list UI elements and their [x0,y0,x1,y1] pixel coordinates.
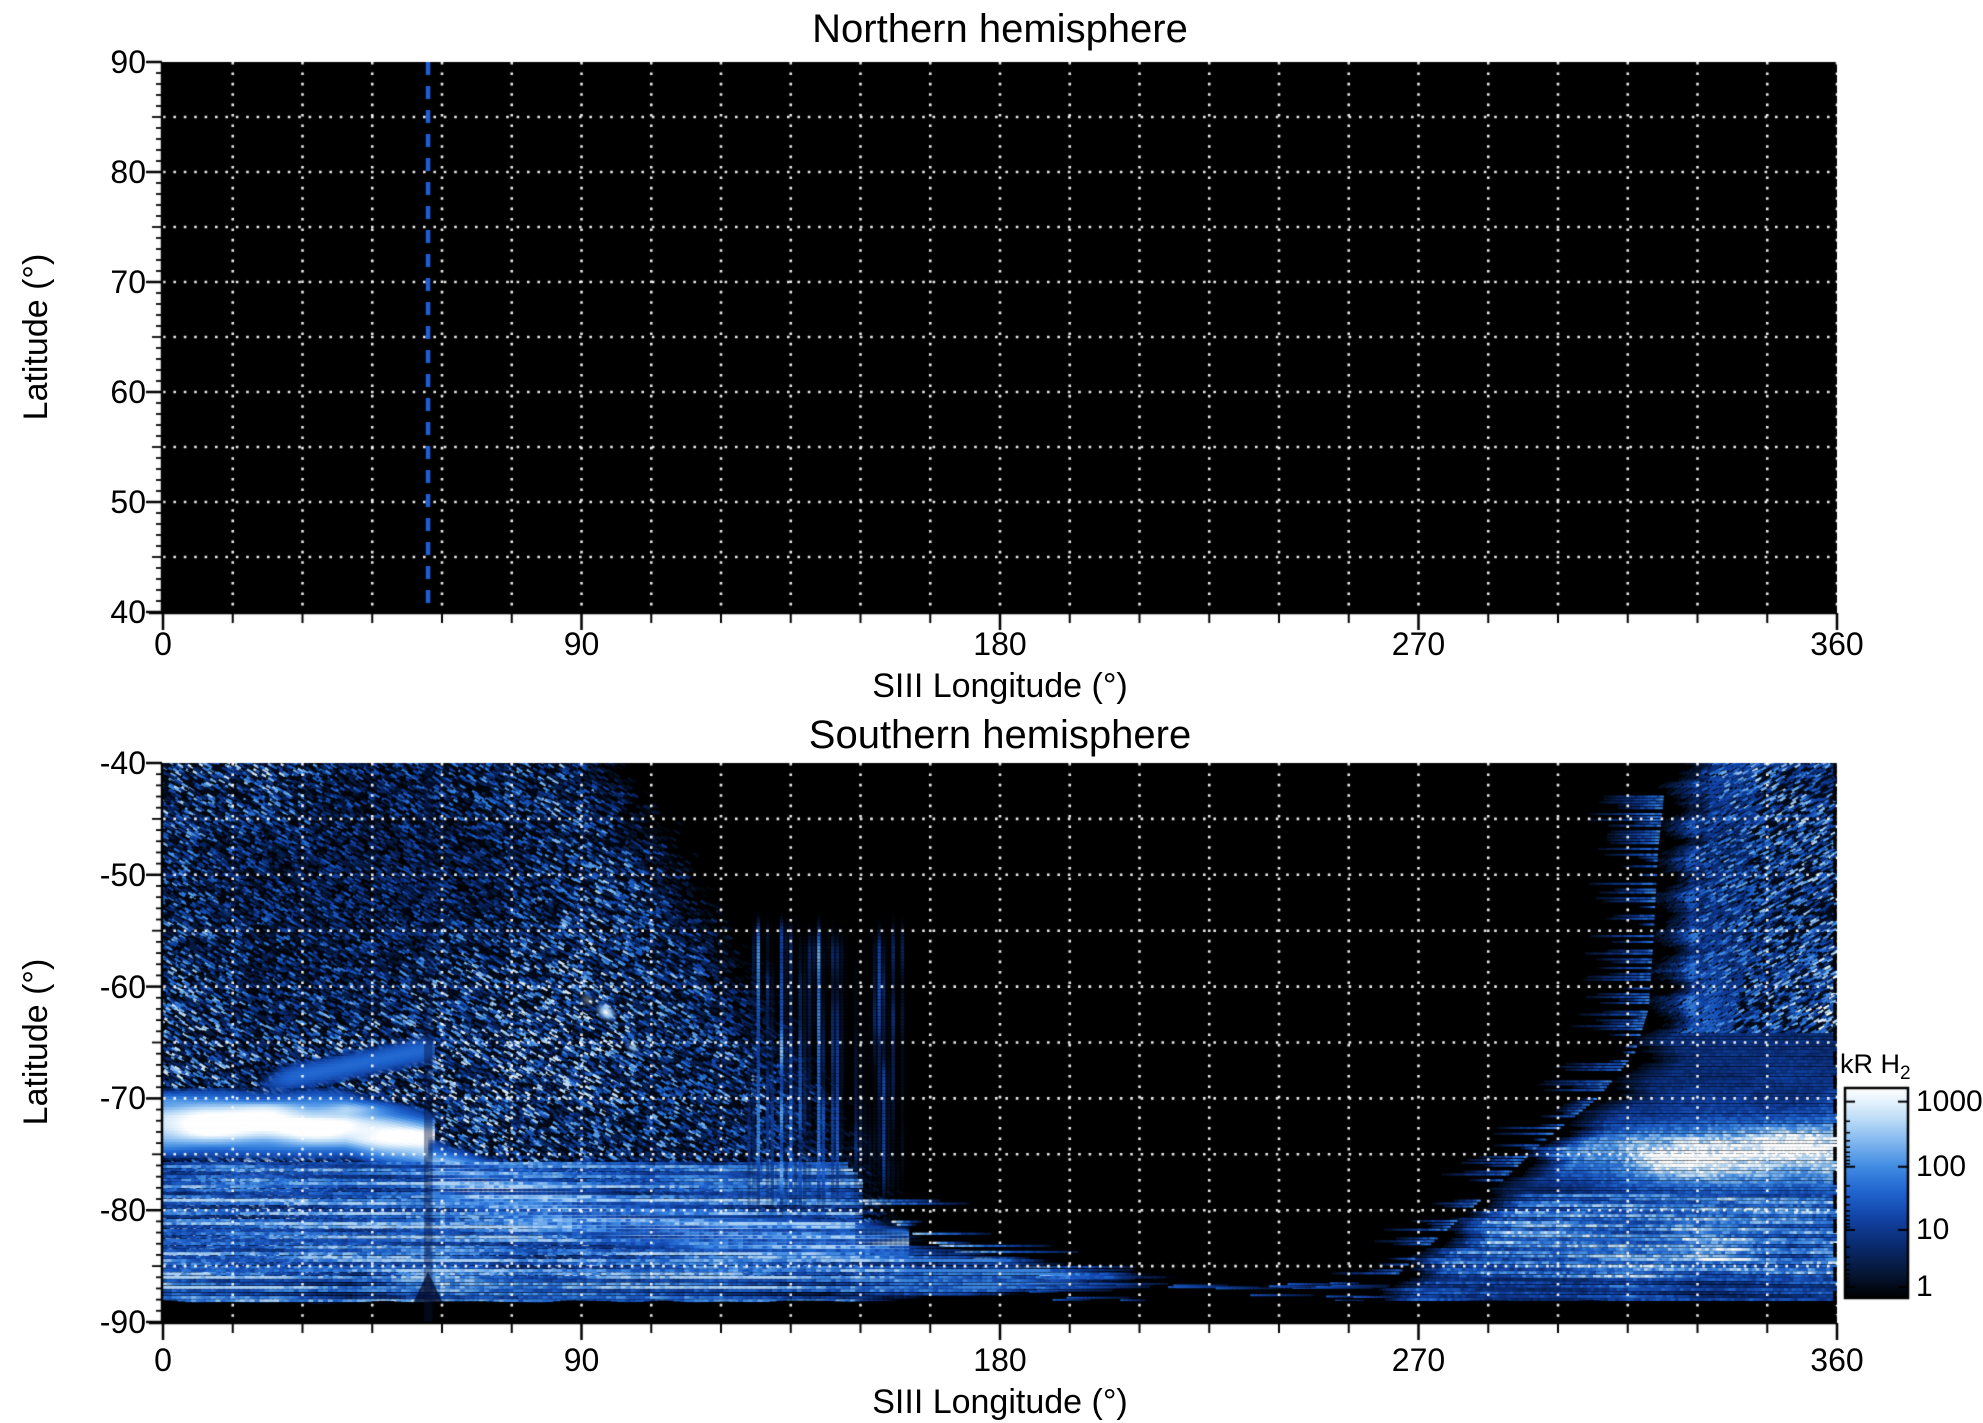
south-y-axis-title: Latitude (°) [17,958,55,1126]
north-y-axis-title: Latitude (°) [17,253,55,421]
south-y-tick-label: -50 [99,856,146,893]
south-y-tick-label: -60 [99,968,146,1005]
north-x-axis-title: SIII Longitude (°) [872,667,1128,705]
south-y-tick-label: -80 [99,1192,146,1229]
colorbar-label: kR H2 [1840,1048,1911,1085]
north-x-tick-label: 180 [973,626,1027,662]
colorbar-label-text: kR H [1840,1048,1900,1079]
south-x-tick-label: 180 [973,1342,1027,1378]
south-x-tick-label: 90 [563,1342,600,1378]
north-y-tick-label: 80 [110,154,146,190]
north-x-tick-label: 360 [1810,626,1864,662]
south-y-tick-label: -70 [99,1080,146,1117]
colorbar-tick-label: 1 [1916,1270,1933,1304]
south-x-axis-title: SIII Longitude (°) [872,1383,1128,1421]
colorbar-label-subscript: 2 [1900,1063,1911,1085]
south-x-tick-label: 270 [1391,1342,1446,1378]
colorbar-tick-label: 100 [1916,1149,1967,1183]
colorbar-tick-label: 10 [1916,1212,1950,1246]
south-y-tick-label: -40 [99,745,146,781]
south-x-tick-label: 360 [1810,1342,1864,1378]
north-y-tick-label: 50 [110,484,146,520]
north-y-tick-label: 70 [110,264,146,300]
north-y-tick-label: 90 [110,44,146,80]
north-y-tick-label: 40 [110,594,146,630]
south-x-tick-label: 0 [154,1342,172,1378]
north-x-tick-label: 0 [154,626,172,662]
south-y-tick-label: -90 [99,1304,146,1340]
north-y-tick-label: 60 [110,374,146,410]
north-x-tick-label: 270 [1391,626,1446,662]
colorbar-tick-label: 1000 [1916,1084,1983,1118]
north-panel-title: Northern hemisphere [812,7,1188,51]
south-panel-title: Southern hemisphere [808,713,1192,757]
north-x-tick-label: 90 [563,626,600,662]
